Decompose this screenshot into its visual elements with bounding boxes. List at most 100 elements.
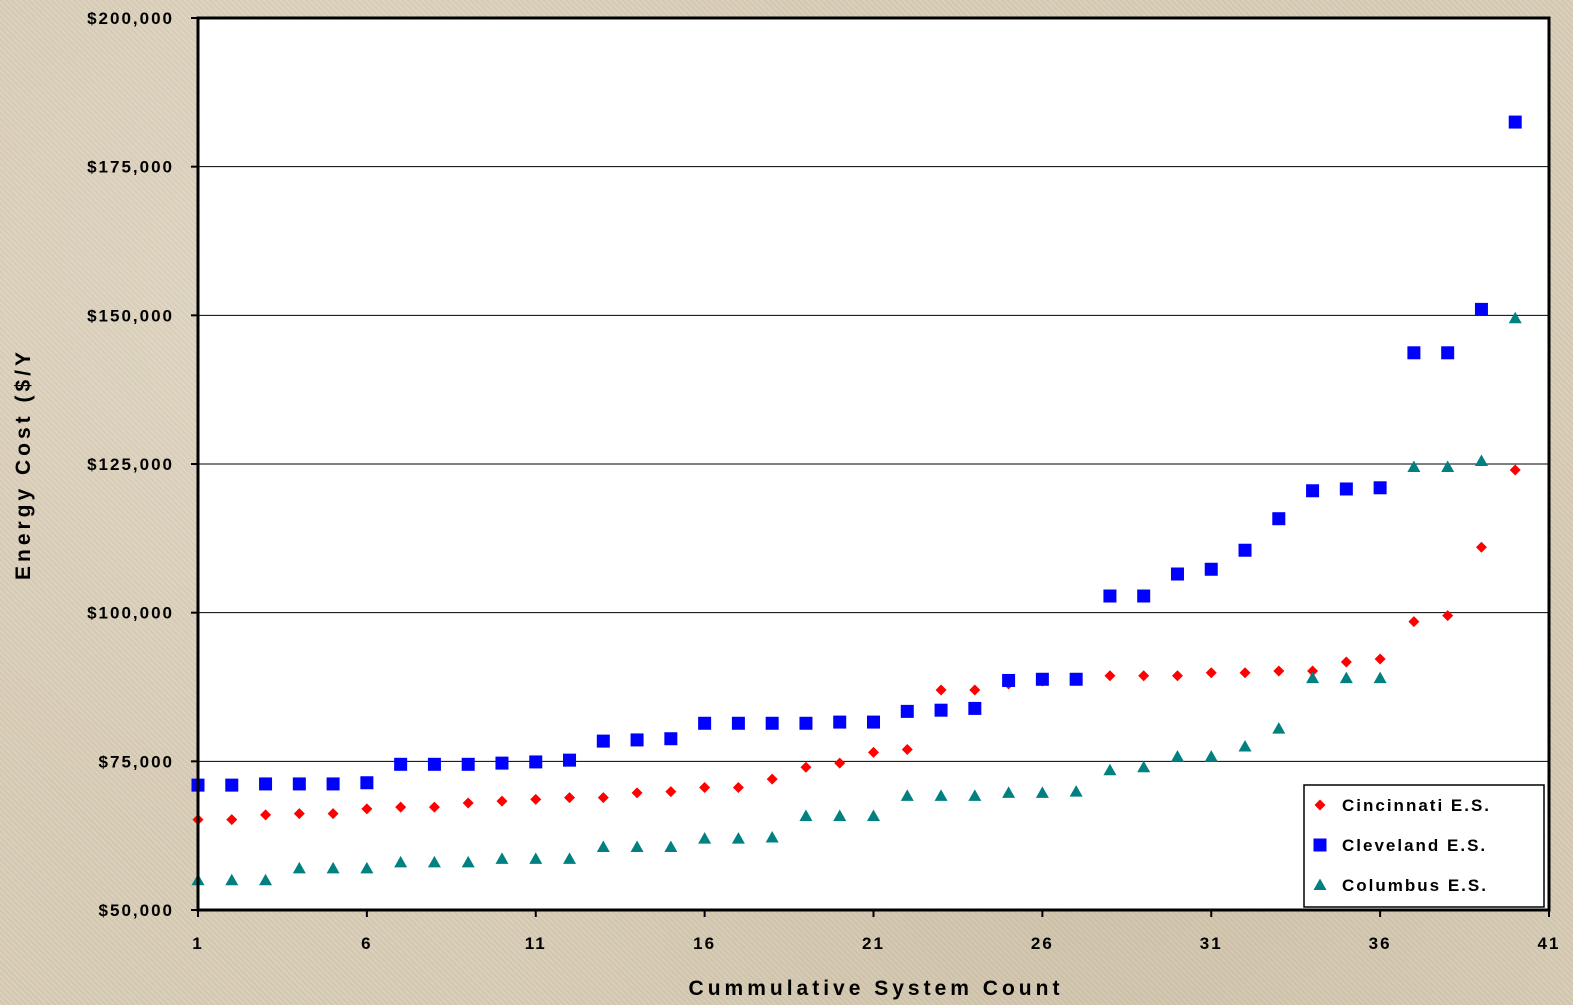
y-tick-label-2: $100,000 (87, 604, 174, 623)
point-s2-29 (1137, 760, 1151, 773)
point-s1-26 (1035, 672, 1049, 686)
point-s1-20 (833, 715, 847, 729)
y-tick-label-5: $175,000 (87, 158, 174, 177)
point-s2-15 (664, 840, 678, 852)
point-s2-3 (259, 873, 273, 886)
point-s0-14 (631, 787, 643, 799)
point-s0-29 (1138, 670, 1150, 682)
point-s0-6 (361, 803, 373, 815)
point-s0-13 (597, 792, 609, 804)
point-s1-14 (630, 733, 644, 747)
point-s0-16 (699, 781, 711, 793)
series-1 (191, 115, 1522, 792)
point-s2-38 (1441, 460, 1455, 472)
point-s1-15 (664, 732, 678, 746)
point-s0-36 (1374, 653, 1386, 665)
point-s0-23 (935, 684, 947, 696)
y-tick-label-3: $125,000 (87, 455, 174, 474)
x-axis-title: Cummulative System Count (689, 977, 1064, 1000)
point-s0-10 (496, 795, 508, 807)
point-s0-37 (1408, 616, 1420, 628)
x-tick-label-5: 26 (1031, 934, 1054, 953)
point-s0-17 (732, 781, 744, 793)
point-s0-11 (530, 793, 542, 805)
point-s1-5 (326, 777, 340, 791)
point-s0-5 (327, 808, 339, 820)
point-s1-2 (225, 778, 239, 792)
point-s0-8 (428, 801, 440, 813)
point-s1-40 (1508, 115, 1522, 129)
point-s1-16 (698, 716, 712, 730)
legend-marker-1 (1313, 838, 1327, 852)
point-s0-34 (1307, 665, 1319, 677)
point-s1-13 (596, 734, 610, 748)
point-s0-40 (1509, 464, 1521, 476)
point-s1-27 (1069, 672, 1083, 686)
point-s1-21 (867, 715, 880, 729)
point-s2-7 (394, 855, 408, 868)
legend-box (1303, 784, 1545, 908)
point-s1-38 (1441, 346, 1455, 360)
point-s1-7 (394, 757, 408, 771)
point-s2-39 (1474, 454, 1488, 467)
point-s2-34 (1306, 671, 1320, 684)
y-axis-title: Energy Cost ($/Y (12, 348, 35, 580)
point-s1-6 (360, 776, 374, 790)
x-tick-label-6: 31 (1200, 934, 1223, 953)
point-s2-35 (1339, 671, 1353, 684)
point-s2-31 (1204, 750, 1218, 762)
point-s2-16 (698, 832, 712, 844)
point-s1-33 (1272, 512, 1286, 526)
y-axis-ticks: $50,000 $75,000 $100,000 $125,000 $150,000 $1… (87, 9, 198, 920)
x-tick-label-0: 1 (192, 934, 203, 953)
point-s0-4 (293, 808, 305, 820)
point-s1-3 (259, 777, 273, 791)
x-tick-label-3: 16 (693, 934, 716, 953)
point-s0-3 (260, 809, 272, 821)
point-s2-11 (529, 852, 543, 864)
point-s1-23 (934, 703, 948, 717)
x-tick-label-1: 6 (361, 934, 372, 953)
point-s2-37 (1407, 460, 1421, 472)
point-s1-39 (1474, 302, 1488, 316)
point-s1-4 (292, 777, 306, 791)
point-s2-20 (833, 809, 847, 822)
legend-marker-2 (1313, 878, 1327, 890)
point-s0-18 (766, 773, 778, 785)
point-s0-31 (1205, 667, 1217, 679)
point-s1-25 (1002, 673, 1016, 687)
point-s2-10 (495, 852, 509, 864)
point-s2-2 (225, 873, 239, 886)
plot-area-border (196, 16, 1551, 912)
y-tick-label-4: $150,000 (87, 306, 174, 325)
point-s2-17 (731, 832, 745, 844)
point-s0-39 (1475, 541, 1487, 553)
point-s2-6 (360, 861, 374, 874)
point-s2-30 (1170, 750, 1184, 762)
x-axis-ticks: 1 6 11 16 21 26 31 36 41 (192, 910, 1558, 953)
point-s2-26 (1035, 786, 1049, 798)
x-tick-label-4: 21 (862, 934, 885, 953)
point-s2-33 (1272, 722, 1286, 734)
series-2 (191, 311, 1522, 886)
x-tick-label-7: 36 (1369, 934, 1392, 953)
point-s0-30 (1171, 670, 1183, 682)
point-s2-19 (799, 809, 813, 822)
point-s1-30 (1170, 567, 1184, 581)
point-s0-32 (1239, 667, 1251, 679)
point-s0-22 (901, 743, 913, 755)
point-s1-18 (765, 716, 779, 730)
point-s0-28 (1104, 670, 1116, 682)
point-s2-14 (630, 840, 644, 852)
point-s1-35 (1339, 482, 1353, 496)
point-s0-38 (1442, 610, 1454, 622)
point-s1-19 (799, 716, 813, 730)
point-s2-8 (427, 855, 441, 868)
point-s1-17 (731, 716, 745, 730)
point-s0-19 (800, 761, 812, 773)
point-s2-24 (968, 789, 982, 801)
point-s2-27 (1069, 785, 1083, 797)
point-s0-20 (834, 757, 846, 769)
y-tick-label-1: $75,000 (99, 752, 174, 771)
point-s1-10 (495, 756, 509, 770)
